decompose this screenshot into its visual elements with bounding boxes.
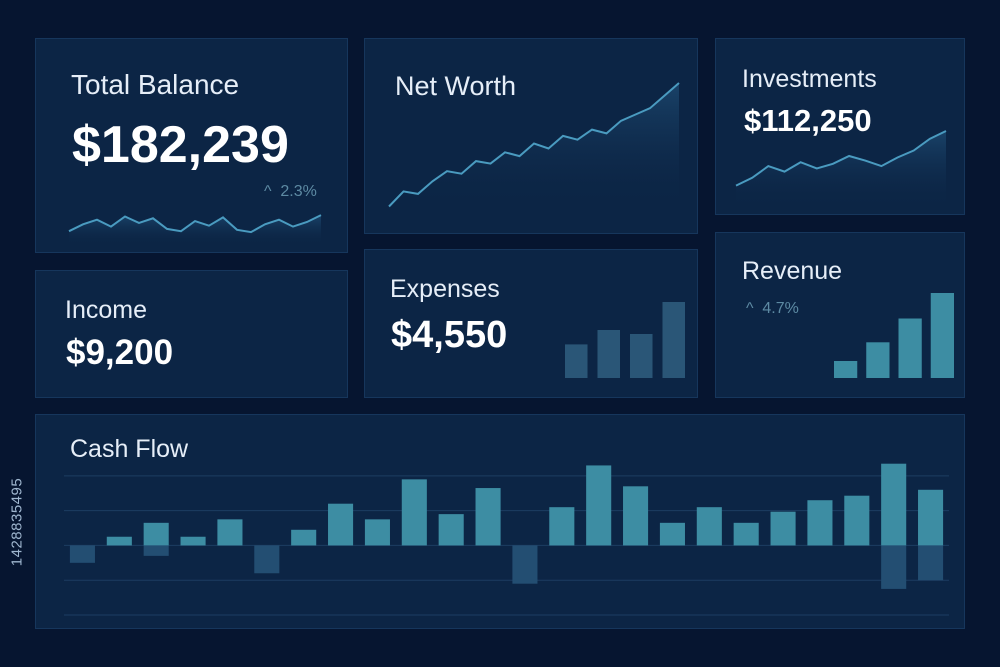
net-worth-title: Net Worth [395, 71, 517, 101]
revenue-bars [834, 293, 954, 378]
cash-flow-bar-negative [918, 545, 944, 581]
income-card: Income $9,200 [35, 270, 348, 398]
cash-flow-bar [918, 489, 944, 546]
cash-flow-bar [106, 536, 132, 546]
expenses-card: Expenses $4,550 [364, 249, 698, 398]
total-balance-change: ^ 2.3% [264, 183, 317, 201]
cash-flow-bar [69, 545, 95, 563]
cash-flow-bar [659, 522, 685, 546]
expenses-value: $4,550 [391, 314, 508, 356]
image-id-text: 1428835495 [8, 477, 26, 566]
cash-flow-bar [844, 495, 870, 546]
cash-flow-bar [143, 522, 169, 546]
total-balance-sparkline [68, 214, 322, 245]
revenue-bar [930, 293, 954, 378]
revenue-bar [834, 361, 858, 378]
cash-flow-bar [180, 536, 206, 546]
expenses-bar [597, 330, 620, 378]
cash-flow-bar [254, 545, 280, 574]
expenses-bar [662, 302, 685, 378]
total-balance-title: Total Balance [71, 69, 240, 100]
investments-chart [735, 130, 947, 209]
cash-flow-bar [217, 519, 243, 546]
total-balance-value: $182,239 [72, 116, 289, 174]
net-worth-card: Net Worth [364, 38, 698, 234]
cash-flow-card: Cash Flow [35, 414, 965, 629]
trend-up-icon: ^ [264, 183, 272, 200]
cash-flow-bar [586, 465, 612, 546]
cash-flow-bar [291, 529, 317, 546]
cash-flow-bar [881, 463, 907, 546]
expenses-bar [565, 344, 588, 378]
cash-flow-bar [623, 486, 649, 546]
cash-flow-bar [475, 488, 501, 546]
investments-value: $112,250 [744, 103, 872, 138]
cash-flow-bar [549, 507, 575, 546]
total-balance-sparkline-line [68, 214, 322, 234]
cash-flow-title: Cash Flow [70, 435, 189, 463]
cash-flow-bar-negative [881, 545, 907, 589]
cash-flow-bar [696, 507, 722, 546]
total-balance-card: Total Balance $182,239 ^ 2.3% [35, 38, 348, 253]
revenue-change-value: 4.7% [762, 300, 799, 317]
expenses-bar [630, 334, 653, 378]
revenue-title: Revenue [742, 257, 843, 285]
income-value: $9,200 [66, 333, 174, 372]
cash-flow-bar [364, 519, 390, 546]
trend-up-icon: ^ [746, 300, 754, 317]
expenses-bars [565, 302, 685, 378]
investments-title: Investments [742, 65, 877, 93]
net-worth-area [389, 83, 679, 209]
cash-flow-bar [770, 511, 796, 546]
cash-flow-bar [328, 503, 354, 546]
total-balance-sparkline-area [69, 215, 321, 245]
investments-area [736, 131, 946, 209]
image-id-label: 1428835495 [3, 414, 31, 629]
cash-flow-chart [64, 463, 949, 616]
expenses-title: Expenses [390, 275, 500, 303]
total-balance-change-value: 2.3% [280, 183, 317, 200]
income-title: Income [65, 296, 147, 324]
net-worth-chart [388, 82, 680, 209]
revenue-bar [866, 342, 890, 378]
investments-card: Investments $112,250 [715, 38, 965, 215]
cash-flow-bar-negative [143, 545, 169, 556]
cash-flow-bar [438, 514, 464, 546]
cash-flow-bar [733, 522, 759, 546]
revenue-bar [898, 318, 922, 378]
cash-flow-bar [512, 545, 538, 584]
revenue-change: ^ 4.7% [746, 300, 799, 318]
cash-flow-bar [401, 479, 427, 546]
cash-flow-bar [807, 500, 833, 546]
investments-line [735, 130, 947, 187]
revenue-card: Revenue ^ 4.7% [715, 232, 965, 398]
net-worth-line [388, 82, 680, 208]
